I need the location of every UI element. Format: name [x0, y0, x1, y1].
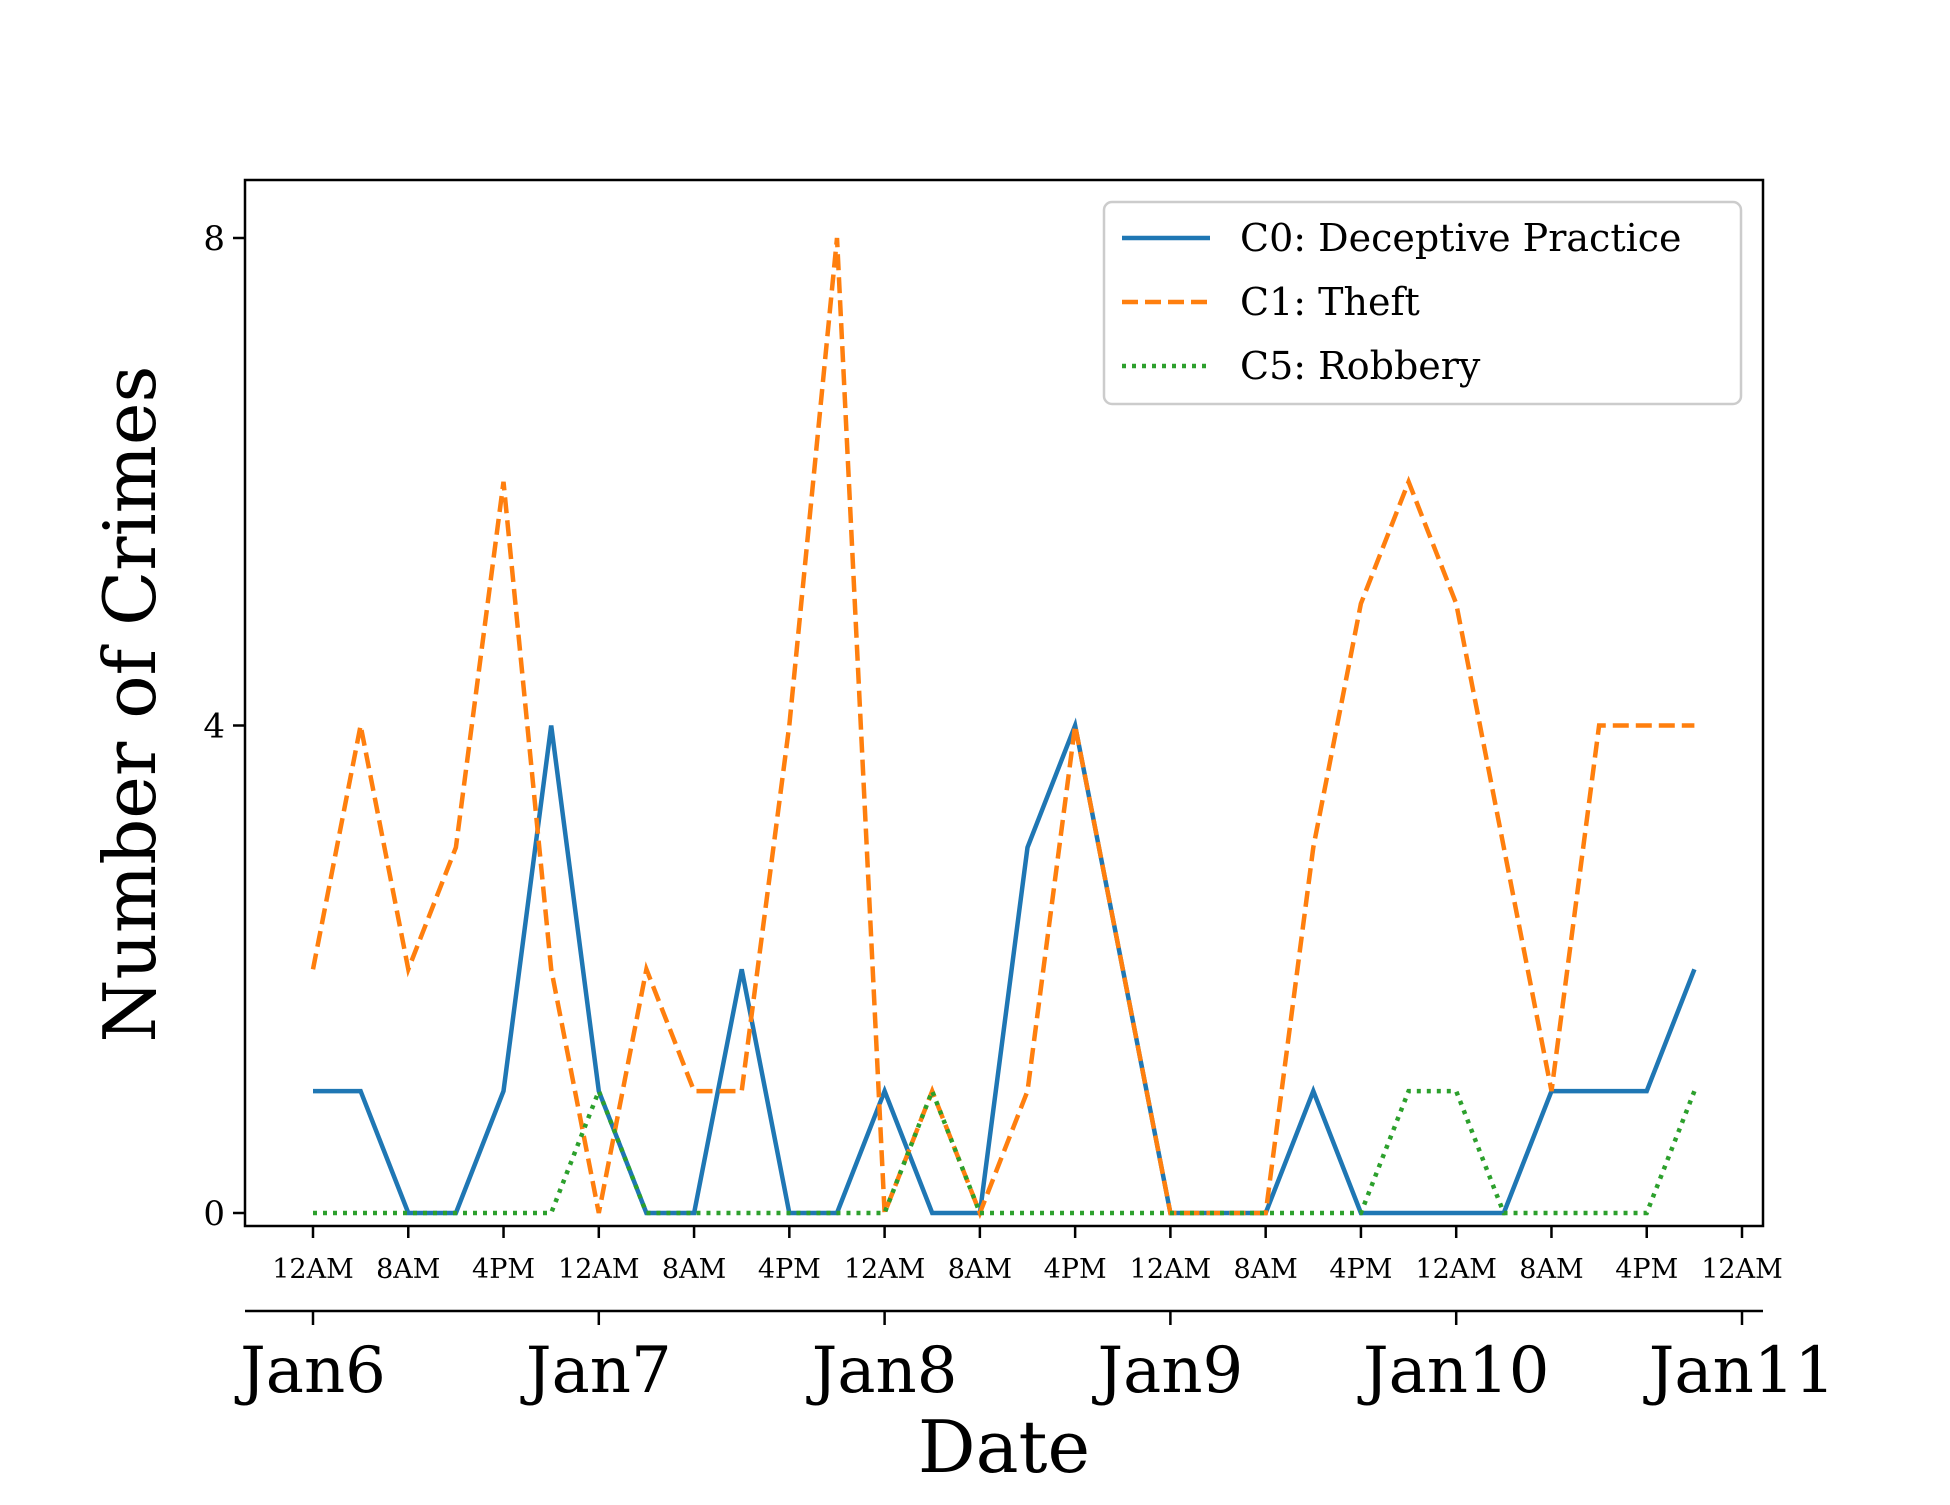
hour-tick-label: 4PM [1044, 1254, 1107, 1285]
hour-tick-label: 12AM [1701, 1254, 1783, 1285]
hour-tick-label: 4PM [1329, 1254, 1392, 1285]
hour-tick-label: 4PM [472, 1254, 535, 1285]
legend-box [1102, 200, 1743, 406]
hour-tick-label: 12AM [558, 1254, 640, 1285]
day-tick-label: Jan7 [520, 1334, 672, 1408]
hour-tick-label: 8AM [376, 1254, 440, 1285]
x-axis-hours: 12AM 8AM 4PM 12AM 8AM 4PM 12AM 8AM 4PM 12AM 8AM 4PM… [272, 1226, 1783, 1285]
series-line-0 [313, 717, 1697, 1216]
hour-tick-label: 12AM [1415, 1254, 1497, 1285]
hour-tick-label: 12AM [1130, 1254, 1212, 1285]
day-tick-label: Jan6 [234, 1334, 386, 1408]
hour-tick-label: 4PM [1615, 1254, 1678, 1285]
y-tick-label: 0 [203, 1194, 225, 1234]
legend: C0: Deceptive Practice C1: Theft C5: Robbe… [1102, 200, 1743, 406]
hour-tick-label: 12AM [844, 1254, 926, 1285]
x-axis-days: Jan6 Jan7 Jan8 Jan9 Jan10 Jan11 [234, 1311, 1835, 1408]
hour-tick-label: 8AM [1519, 1254, 1583, 1285]
series-line-1 [310, 237, 1695, 1220]
plot-frame [243, 178, 1765, 1228]
hour-tick-label: 4PM [758, 1254, 821, 1285]
y-tick-label: 4 [203, 707, 225, 747]
day-tick-label: Jan8 [806, 1334, 958, 1408]
hour-tick-label: 8AM [662, 1254, 726, 1285]
x-axis-title: Date [918, 1405, 1090, 1489]
legend-label-0: C0: Deceptive Practice [1240, 216, 1682, 260]
y-axis: 0 4 8 [203, 219, 245, 1234]
day-tick-label: Jan11 [1643, 1334, 1835, 1408]
y-axis-title: Number of Crimes [88, 366, 172, 1043]
legend-items: C0: Deceptive Practice C1: Theft C5: Robbe… [1122, 216, 1682, 388]
day-tick-label: Jan10 [1357, 1334, 1549, 1408]
legend-label-1: C1: Theft [1240, 280, 1420, 324]
hour-tick-label: 8AM [1234, 1254, 1298, 1285]
legend-label-2: C5: Robbery [1240, 344, 1481, 388]
hour-tick-label: 8AM [948, 1254, 1012, 1285]
series-line-2 [313, 1084, 1697, 1216]
series-layer [310, 237, 1697, 1220]
y-tick-label: 8 [203, 219, 225, 259]
day-tick-label: Jan9 [1092, 1334, 1244, 1408]
hour-tick-label: 12AM [272, 1254, 354, 1285]
